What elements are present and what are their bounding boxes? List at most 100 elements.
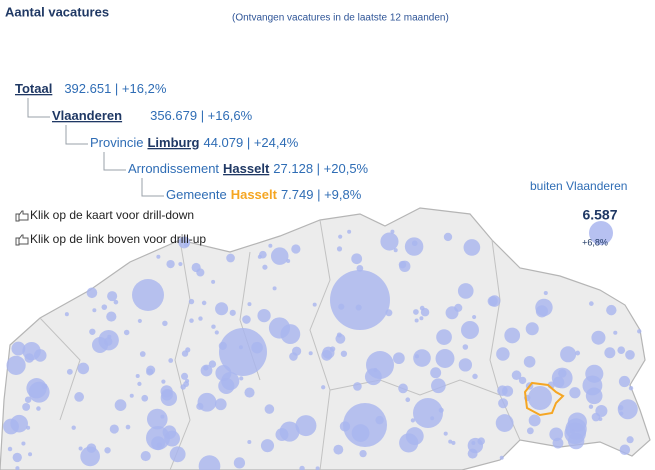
- bubble[interactable]: [211, 324, 216, 329]
- bubble[interactable]: [617, 346, 626, 355]
- bubble[interactable]: [125, 424, 131, 430]
- bubble[interactable]: [454, 303, 463, 312]
- bubble[interactable]: [308, 351, 313, 356]
- bubble[interactable]: [463, 239, 481, 256]
- bubble[interactable]: [137, 318, 142, 323]
- bubbles[interactable]: [3, 229, 642, 470]
- bubble[interactable]: [270, 247, 289, 265]
- bubble[interactable]: [393, 248, 398, 253]
- bubble[interactable]: [499, 455, 504, 460]
- bubble[interactable]: [498, 398, 509, 409]
- bubble[interactable]: [390, 229, 395, 234]
- bubble[interactable]: [162, 320, 168, 327]
- bubble[interactable]: [413, 398, 443, 428]
- bubble[interactable]: [92, 337, 108, 353]
- bubble[interactable]: [585, 387, 603, 405]
- bubble[interactable]: [264, 404, 275, 414]
- bubble[interactable]: [166, 259, 175, 269]
- bubble[interactable]: [414, 354, 419, 359]
- bubble[interactable]: [178, 261, 183, 267]
- bubble[interactable]: [477, 437, 485, 445]
- bubble[interactable]: [338, 234, 343, 239]
- bubble[interactable]: [77, 362, 90, 375]
- bubble[interactable]: [528, 414, 541, 427]
- bubble[interactable]: [64, 312, 69, 317]
- bubble[interactable]: [588, 404, 594, 409]
- bubble[interactable]: [618, 375, 631, 388]
- selected-municipality[interactable]: [523, 381, 565, 417]
- bubble[interactable]: [420, 307, 430, 317]
- bubble[interactable]: [160, 414, 165, 419]
- bubble[interactable]: [275, 428, 289, 442]
- bubble[interactable]: [588, 301, 594, 306]
- bubble[interactable]: [398, 383, 408, 394]
- bubble[interactable]: [431, 378, 446, 394]
- bubble[interactable]: [183, 241, 190, 248]
- bubble[interactable]: [198, 316, 203, 321]
- bubble[interactable]: [129, 393, 134, 398]
- bubble[interactable]: [315, 466, 320, 470]
- bubble[interactable]: [66, 368, 73, 375]
- bubble[interactable]: [132, 279, 164, 311]
- bubble[interactable]: [404, 237, 424, 256]
- bubble[interactable]: [189, 318, 194, 323]
- bubble[interactable]: [10, 414, 28, 433]
- bubble[interactable]: [289, 352, 298, 361]
- bubble[interactable]: [419, 316, 424, 321]
- bubble[interactable]: [591, 330, 606, 345]
- bubble[interactable]: [239, 376, 244, 381]
- bubble[interactable]: [169, 446, 186, 463]
- bubble[interactable]: [262, 264, 268, 270]
- bubble[interactable]: [336, 332, 342, 338]
- bubble[interactable]: [78, 446, 83, 451]
- bubble[interactable]: [123, 329, 130, 336]
- bubble[interactable]: [525, 322, 539, 336]
- bubble[interactable]: [21, 441, 26, 446]
- bubble[interactable]: [443, 232, 453, 242]
- bubble[interactable]: [109, 424, 119, 434]
- bubble[interactable]: [637, 329, 642, 334]
- bubble[interactable]: [606, 304, 617, 316]
- bubble[interactable]: [286, 259, 291, 264]
- bubble[interactable]: [467, 448, 478, 459]
- bubble[interactable]: [24, 396, 32, 403]
- bubble[interactable]: [219, 328, 267, 376]
- bubble[interactable]: [329, 346, 336, 352]
- bubble[interactable]: [604, 347, 616, 359]
- bubble[interactable]: [226, 253, 235, 263]
- bubble[interactable]: [141, 394, 149, 402]
- bubble[interactable]: [413, 309, 419, 315]
- bubble[interactable]: [7, 446, 13, 452]
- bubble[interactable]: [24, 353, 35, 363]
- bubble[interactable]: [340, 350, 348, 357]
- bubble[interactable]: [214, 398, 227, 411]
- bubble[interactable]: [113, 299, 119, 305]
- bubble[interactable]: [461, 321, 479, 339]
- bubble[interactable]: [11, 341, 26, 356]
- bubble[interactable]: [448, 439, 453, 444]
- bubble[interactable]: [185, 378, 190, 384]
- crumb-link[interactable]: Vlaanderen: [52, 108, 122, 123]
- bubble[interactable]: [528, 386, 552, 410]
- bubble[interactable]: [135, 373, 140, 379]
- bubble[interactable]: [114, 399, 127, 412]
- bubble[interactable]: [458, 358, 473, 372]
- bubble[interactable]: [312, 302, 317, 307]
- bubble[interactable]: [140, 450, 151, 462]
- bubble[interactable]: [260, 439, 275, 453]
- bubble[interactable]: [146, 408, 168, 430]
- bubble[interactable]: [86, 443, 97, 453]
- bubble[interactable]: [504, 327, 521, 344]
- bubble[interactable]: [413, 349, 431, 367]
- bubble[interactable]: [399, 433, 419, 453]
- bubble[interactable]: [560, 346, 577, 363]
- bubble[interactable]: [567, 412, 587, 432]
- bubble[interactable]: [552, 437, 564, 449]
- bubble[interactable]: [107, 291, 118, 302]
- bubble[interactable]: [330, 270, 390, 330]
- bubble[interactable]: [549, 427, 564, 442]
- bubble[interactable]: [552, 376, 565, 388]
- bubble[interactable]: [139, 351, 146, 357]
- bubble[interactable]: [436, 329, 452, 345]
- bubble[interactable]: [625, 349, 635, 360]
